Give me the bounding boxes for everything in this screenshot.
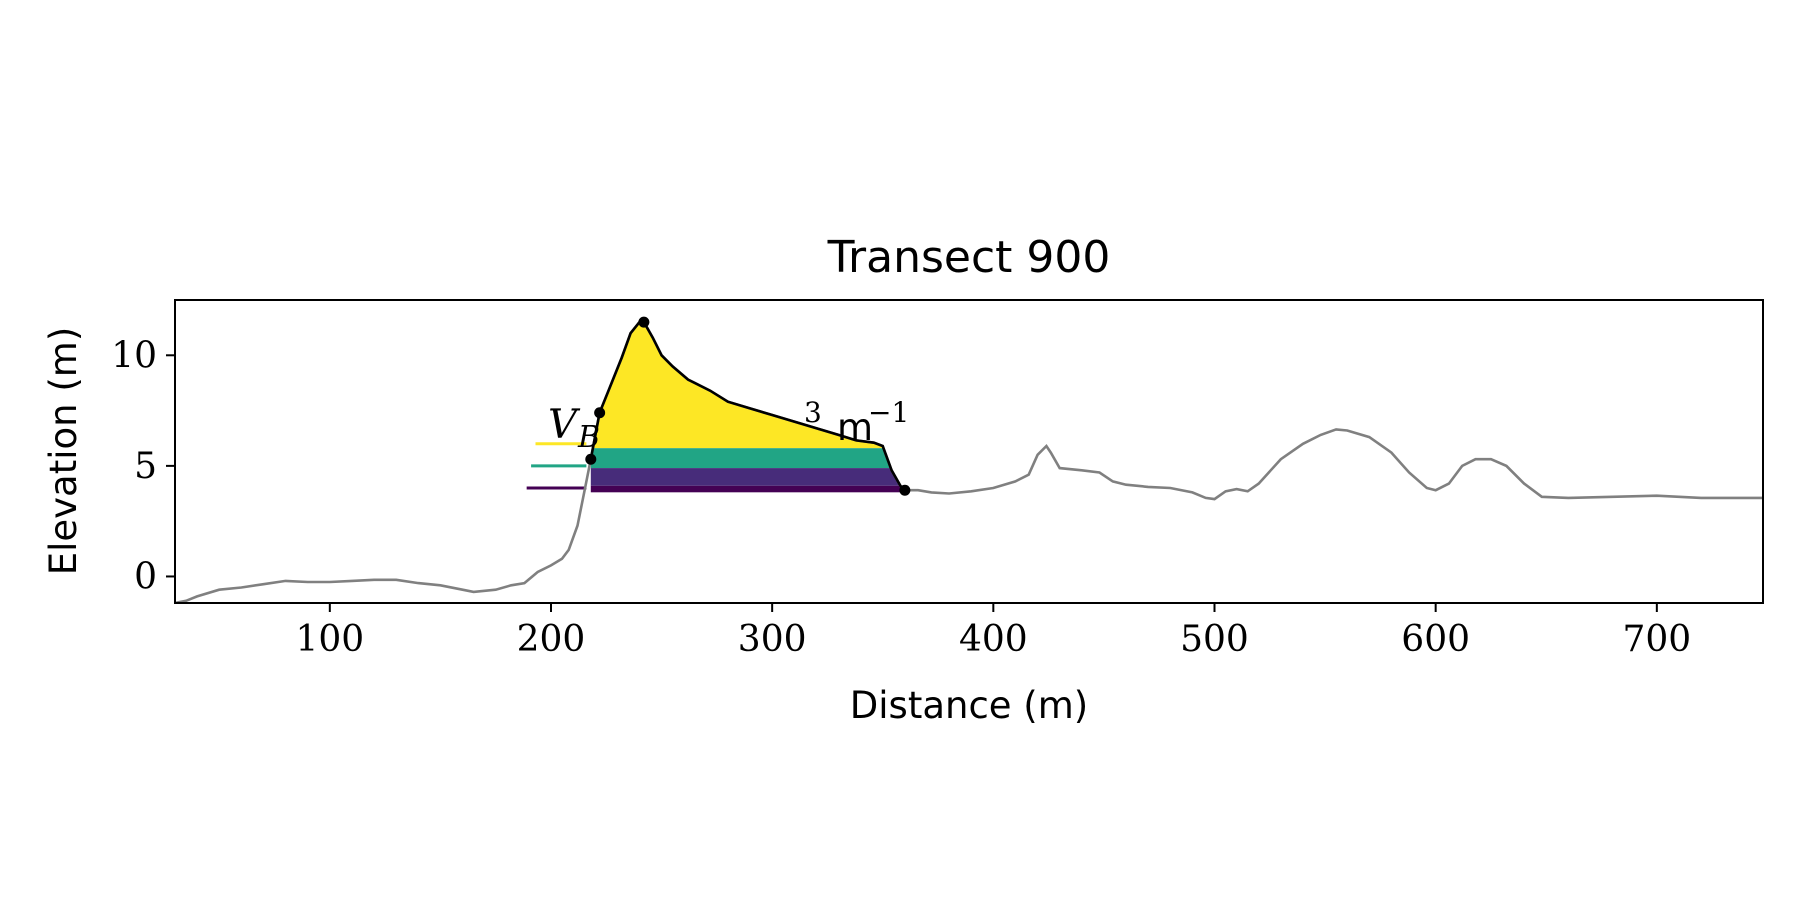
y-tick-label: 5 [134, 446, 157, 487]
dune-markers [585, 316, 911, 496]
volume-band-3 [590, 485, 901, 493]
y-axis-label: Elevation (m) [42, 327, 85, 576]
x-tick-label: 500 [1180, 619, 1249, 660]
x-tick-label: 200 [517, 619, 586, 660]
volume-bands [590, 322, 901, 493]
volume-label-var: V [548, 402, 581, 448]
x-axis-ticks: 100 200 300 400 500 600 700 [295, 603, 1691, 660]
dune-marker-3 [899, 484, 911, 496]
y-tick-label: 0 [134, 556, 157, 597]
x-axis-label: Distance (m) [850, 684, 1088, 727]
volume-band-1 [590, 448, 901, 469]
y-tick-label: 10 [111, 335, 157, 376]
x-tick-label: 700 [1622, 619, 1691, 660]
volume-label-sup: 3 [804, 396, 822, 429]
volume-band-2 [590, 468, 901, 486]
x-tick-label: 600 [1401, 619, 1470, 660]
chart-title: Transect 900 [827, 232, 1111, 283]
dune-marker-0 [585, 453, 597, 465]
x-tick-label: 300 [738, 619, 807, 660]
volume-annotation: V B 3 m −1 [548, 396, 909, 455]
volume-label-unit: m [837, 406, 873, 449]
dune-marker-1 [594, 407, 606, 419]
y-axis-ticks: 0 5 10 [111, 335, 175, 597]
dune-outline-line [589, 320, 906, 492]
plot-area [175, 316, 1763, 603]
volume-label-sub: B [577, 420, 600, 455]
dune-marker-2 [638, 316, 650, 328]
elevation-profile-line [175, 320, 1763, 603]
x-tick-label: 400 [959, 619, 1028, 660]
plot-frame [174, 299, 1764, 604]
level-lines [526, 442, 587, 490]
volume-label-unit-exp: −1 [868, 396, 909, 429]
x-tick-label: 100 [295, 619, 364, 660]
